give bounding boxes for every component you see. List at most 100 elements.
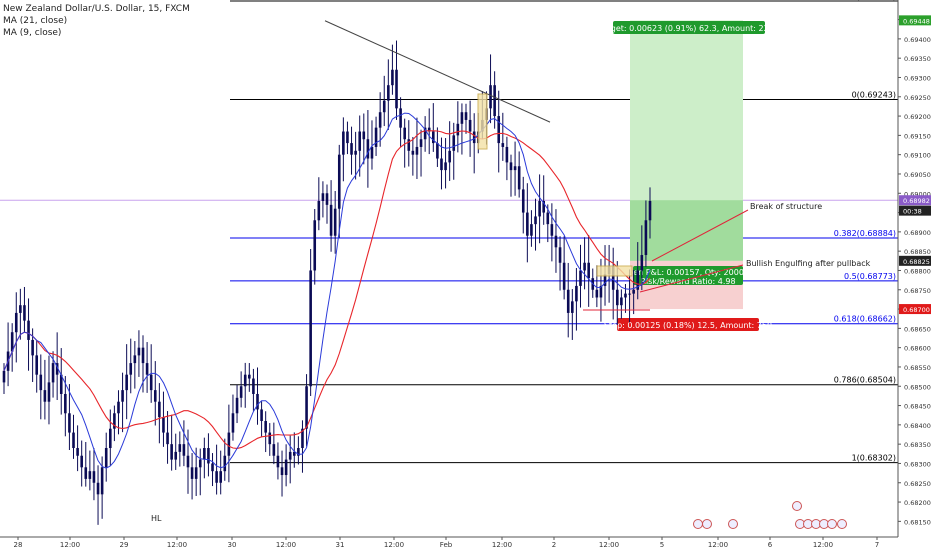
- candle-body: [509, 162, 513, 171]
- candle-body: [35, 355, 39, 375]
- candle-body: [31, 339, 34, 356]
- candle-body: [301, 428, 304, 449]
- y-tick-label: 0.69400: [904, 36, 931, 44]
- candle-body: [550, 224, 554, 236]
- candle-body: [399, 108, 402, 128]
- candle-body: [456, 123, 460, 136]
- price-tag: 0.68825: [899, 255, 931, 266]
- economic-event-icon: [728, 519, 738, 529]
- candle-body: [260, 409, 263, 421]
- x-tick-label: 30: [228, 541, 237, 549]
- candle-body: [436, 143, 439, 159]
- candle-body: [440, 158, 443, 171]
- trendline: [324, 20, 551, 123]
- candle-body: [354, 150, 357, 155]
- candle-body: [194, 467, 198, 479]
- candle-body: [640, 255, 644, 271]
- stop-label: Stop: 0.00125 (0.18%) 12.5, Amount: 750: [604, 318, 772, 331]
- open-pl-label: Open P&L: 0.00157, Qty: 200000Risk/Rewar…: [622, 266, 754, 286]
- candle-body: [256, 393, 259, 410]
- candle-body: [141, 347, 145, 364]
- price-tag: 0.68700: [899, 304, 931, 315]
- candle-body: [423, 127, 427, 140]
- candle-body: [158, 401, 161, 418]
- x-tick-label: 6: [768, 541, 773, 549]
- candle-body: [517, 166, 521, 190]
- price-tag: 0.68982: [899, 195, 931, 206]
- candle-body: [133, 355, 137, 364]
- y-tick-label: 0.68600: [904, 345, 931, 353]
- candle-body: [284, 459, 288, 476]
- y-tick-label: 0.68550: [904, 364, 931, 372]
- candle-body: [538, 200, 541, 217]
- target-label: Target: 0.00623 (0.91%) 62.3, Amount: 22…: [598, 21, 779, 34]
- price-tag-text: 0.69448: [903, 17, 930, 25]
- ma9-label[interactable]: MA (9, close): [3, 28, 62, 38]
- x-tick-label: 2: [552, 541, 556, 549]
- candle-body: [333, 208, 337, 236]
- candle-body: [366, 139, 370, 159]
- candle-body: [186, 455, 190, 468]
- price-tag-text: 0.68700: [903, 306, 930, 314]
- x-tick-label: 28: [14, 541, 23, 549]
- fib-label: 0.786(0.68504): [834, 376, 896, 385]
- candle-body: [427, 127, 431, 132]
- candle-body: [526, 212, 529, 236]
- candle-body: [387, 85, 390, 101]
- price-tag: 00:38: [899, 205, 931, 216]
- price-tag: 0.69448: [899, 15, 931, 26]
- fib-label: 1(0.68302): [852, 454, 896, 463]
- x-tick-label: 12:00: [599, 541, 619, 549]
- y-tick-label: 0.68750: [904, 287, 931, 295]
- candle-body: [571, 301, 574, 313]
- candle-body: [346, 131, 349, 144]
- candle-body: [403, 127, 406, 140]
- bullish-engulfing-label: Bullish Engulfing after pullback: [746, 259, 871, 268]
- candle-body: [72, 432, 75, 449]
- candle-body: [530, 224, 533, 236]
- candle-body: [648, 200, 652, 221]
- candle-body: [149, 374, 153, 391]
- candle-body: [611, 266, 615, 290]
- price-tag-text: 00:38: [903, 208, 922, 216]
- candle-body: [505, 146, 509, 163]
- candle-body: [615, 289, 619, 306]
- ma21-label[interactable]: MA (21, close): [3, 16, 68, 26]
- candle-body: [203, 448, 206, 460]
- y-tick-label: 0.69350: [904, 55, 931, 63]
- candle-body: [419, 139, 423, 147]
- price-tag-text: 0.68982: [903, 197, 930, 205]
- chart-legend: New Zealand Dollar/U.S. Dollar, 15, FXCM…: [3, 3, 190, 39]
- engulfing-pointer: [639, 264, 744, 293]
- candle-body: [542, 200, 545, 213]
- y-tick-label: 0.69050: [904, 171, 931, 179]
- candle-body: [464, 112, 468, 120]
- candle-body: [55, 363, 59, 375]
- candle-body: [628, 293, 631, 295]
- economic-event-icon: [827, 519, 837, 529]
- candle-body: [10, 332, 14, 352]
- x-tick-label: 29: [120, 541, 129, 549]
- candle-body: [223, 455, 227, 472]
- fib-label: 0.382(0.68884): [834, 229, 896, 238]
- candle-body: [411, 150, 415, 155]
- candle-body: [219, 471, 222, 483]
- candle-body: [452, 135, 456, 151]
- y-tick-label: 0.68850: [904, 248, 931, 256]
- y-tick-label: 0.68200: [904, 499, 931, 507]
- candle-body: [117, 401, 120, 414]
- candle-body: [321, 193, 325, 201]
- x-tick-label: 12:00: [167, 541, 187, 549]
- candle-body: [350, 143, 353, 155]
- candle-body: [624, 293, 627, 298]
- long-position-tool[interactable]: Target: 0.00623 (0.91%) 62.3, Amount: 22…: [598, 20, 779, 331]
- y-tick-label: 0.68900: [904, 229, 931, 237]
- economic-event-icon: [837, 519, 847, 529]
- candle-body: [309, 270, 312, 387]
- x-tick-label: 31: [336, 541, 345, 549]
- fib-label: -0.27(0.69498): [836, 0, 896, 1]
- candle-body: [207, 448, 210, 464]
- candle-body: [248, 374, 251, 379]
